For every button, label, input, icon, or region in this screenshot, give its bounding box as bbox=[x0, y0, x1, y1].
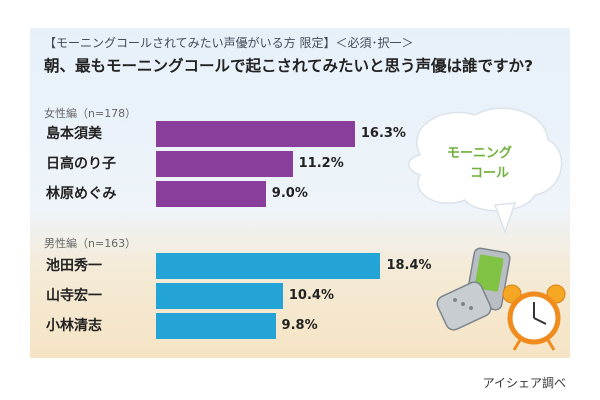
source-note: アイシェア調べ bbox=[482, 376, 566, 390]
bar bbox=[156, 313, 276, 339]
bar bbox=[156, 181, 266, 207]
value-label: 11.2% bbox=[298, 156, 344, 171]
category-label: 池田秀一 bbox=[46, 258, 102, 274]
male-group-label: 男性編（n=163） bbox=[44, 237, 137, 250]
chart-panel: 【モーニングコールされてみたい声優がいる方 限定】＜必須･択一＞ 朝、最もモーニ… bbox=[30, 28, 570, 358]
bar bbox=[156, 283, 283, 309]
bar bbox=[156, 121, 355, 147]
bar bbox=[156, 253, 381, 279]
value-label: 16.3% bbox=[360, 126, 406, 141]
value-label: 10.4% bbox=[288, 288, 334, 303]
value-label: 9.0% bbox=[271, 186, 308, 201]
category-label: 山寺宏一 bbox=[46, 288, 102, 304]
condition-label: 【モーニングコールされてみたい声優がいる方 限定】＜必須･択一＞ bbox=[44, 36, 414, 50]
female-group-label: 女性編（n=178） bbox=[44, 107, 137, 120]
question-title: 朝、最もモーニングコールで起こされてみたいと思う声優は誰ですか? bbox=[44, 57, 534, 75]
value-label: 9.8% bbox=[281, 318, 318, 333]
bubble-label-line2: コール bbox=[470, 166, 510, 181]
category-label: 日高のり子 bbox=[46, 156, 116, 172]
value-label: 18.4% bbox=[386, 258, 432, 273]
category-label: 林原めぐみ bbox=[46, 186, 117, 202]
bubble-label-line1: モーニング bbox=[447, 146, 513, 161]
category-label: 小林清志 bbox=[46, 318, 102, 334]
bar bbox=[156, 151, 293, 177]
category-label: 島本須美 bbox=[46, 126, 102, 142]
